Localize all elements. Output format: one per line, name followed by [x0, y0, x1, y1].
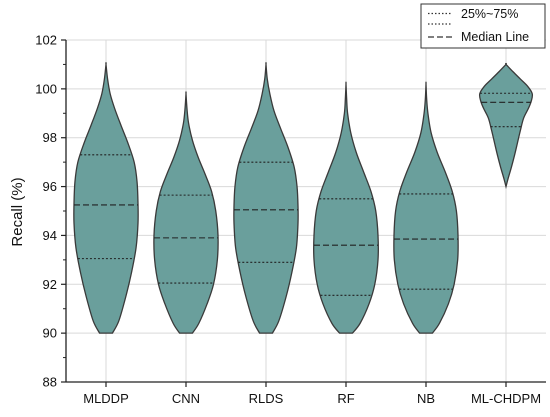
violin-rf — [313, 81, 379, 334]
violin-mlddp — [73, 61, 139, 334]
y-tick-label: 88 — [43, 375, 57, 390]
violin-body — [393, 81, 459, 334]
x-tick-label: ML-CHDPM — [471, 391, 541, 406]
y-tick-label: 90 — [43, 326, 57, 341]
y-tick-label: 102 — [35, 33, 57, 48]
violin-body — [153, 91, 219, 334]
y-tick-label: 98 — [43, 130, 57, 145]
violin-nb — [393, 81, 459, 334]
violin-body — [478, 62, 534, 190]
x-tick-label: CNN — [172, 391, 200, 406]
y-ticks: 88 90 92 94 96 98 100 102 — [35, 33, 66, 390]
violin-body — [73, 61, 139, 334]
violin-ml-chdpm — [478, 62, 534, 190]
violin-body — [313, 81, 379, 334]
y-tick-label: 96 — [43, 179, 57, 194]
legend: 25%~75% Median Line — [420, 3, 546, 49]
y-axis-title: Recall (%) — [9, 177, 26, 246]
y-tick-label: 94 — [43, 228, 57, 243]
x-tick-label: NB — [417, 391, 435, 406]
violin-body — [233, 61, 299, 334]
legend-quartile-label: 25%~75% — [461, 7, 518, 21]
y-tick-label: 100 — [35, 81, 57, 96]
violin-rlds — [233, 61, 299, 334]
x-ticks: MLDDP CNN RLDS RF NB ML-CHDPM — [83, 382, 541, 406]
x-tick-label: RLDS — [249, 391, 284, 406]
y-tick-label: 92 — [43, 277, 57, 292]
legend-median-label: Median Line — [461, 30, 529, 44]
x-tick-label: MLDDP — [83, 391, 129, 406]
legend-box — [420, 3, 546, 49]
x-tick-label: RF — [337, 391, 354, 406]
violins — [73, 61, 534, 334]
violin-cnn — [153, 91, 219, 334]
